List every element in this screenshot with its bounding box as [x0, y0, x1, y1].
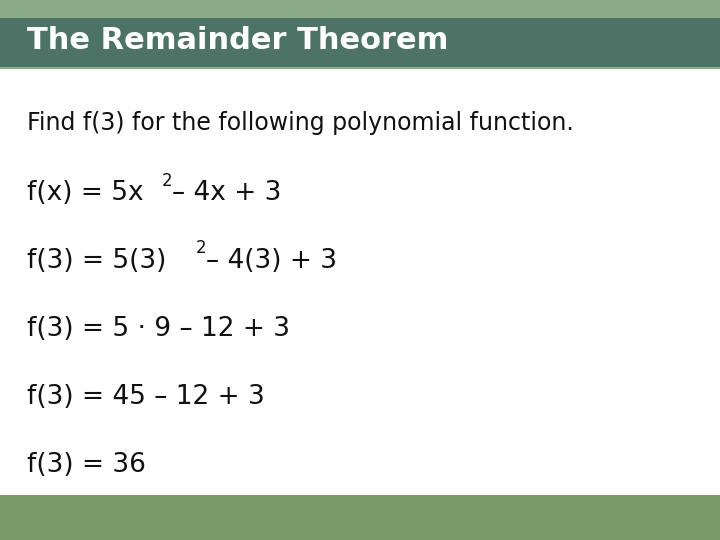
Bar — [0, 18, 720, 68]
Bar — [0, 495, 720, 540]
Text: The Remainder Theorem: The Remainder Theorem — [27, 26, 449, 55]
Bar — [0, 0, 720, 18]
Text: 2: 2 — [196, 239, 207, 257]
Text: f(3) = 5 · 9 – 12 + 3: f(3) = 5 · 9 – 12 + 3 — [27, 316, 290, 342]
Text: f(3) = 5(3): f(3) = 5(3) — [27, 248, 166, 274]
Text: f(3) = 36: f(3) = 36 — [27, 452, 146, 478]
Text: 2: 2 — [162, 172, 173, 190]
Text: f(3) = 45 – 12 + 3: f(3) = 45 – 12 + 3 — [27, 384, 265, 410]
Text: – 4x + 3: – 4x + 3 — [172, 180, 282, 206]
Text: Find f(3) for the following polynomial function.: Find f(3) for the following polynomial f… — [27, 111, 574, 135]
Text: f(x) = 5x: f(x) = 5x — [27, 180, 143, 206]
Text: – 4(3) + 3: – 4(3) + 3 — [206, 248, 337, 274]
